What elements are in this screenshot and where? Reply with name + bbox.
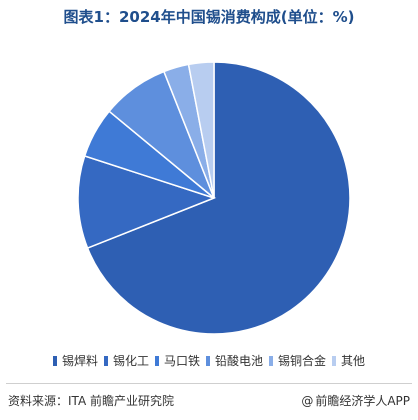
legend-item-2: 锡化工: [103, 352, 149, 369]
legend-swatch: [269, 355, 274, 366]
chart-title: 图表1：2024年中国锡消费构成(单位：%): [63, 8, 355, 26]
legend-item-4: 铅酸电池: [206, 352, 263, 369]
legend-label: 马口铁: [163, 354, 200, 368]
source-note: 资料来源：ITA 前瞻产业研究院: [8, 394, 174, 408]
pie-slice-6: [187, 61, 215, 199]
legend-swatch: [206, 355, 210, 366]
legend-swatch: [332, 355, 337, 366]
brand-label: @ 前瞻经济学人APP: [301, 392, 410, 409]
legend-item-3: 马口铁: [154, 352, 200, 369]
legend-swatch: [52, 355, 57, 366]
legend-item-5: 锡铜合金: [269, 352, 326, 369]
legend-item-6: 其他: [332, 352, 365, 369]
pie-chart: [77, 61, 351, 335]
pie-slice-1: [86, 61, 351, 335]
legend-swatch: [103, 355, 108, 366]
brand-name: 前瞻经济学人APP: [315, 394, 410, 408]
legend-label: 锡化工: [112, 354, 149, 368]
legend-label: 铅酸电池: [215, 354, 264, 368]
legend-label: 锡铜合金: [278, 354, 327, 368]
pie-slice-2: [77, 155, 217, 250]
legend-label: 其他: [341, 354, 366, 368]
chart-legend: 锡焊料 锡化工 马口铁 铅酸电池 锡铜合金 其他: [0, 352, 418, 369]
at-icon: @: [301, 394, 314, 408]
footer-divider: [6, 383, 412, 384]
legend-swatch: [154, 355, 159, 366]
legend-label: 锡焊料: [61, 354, 98, 368]
pie-slices: [77, 61, 351, 335]
legend-item-1: 锡焊料: [52, 352, 98, 369]
